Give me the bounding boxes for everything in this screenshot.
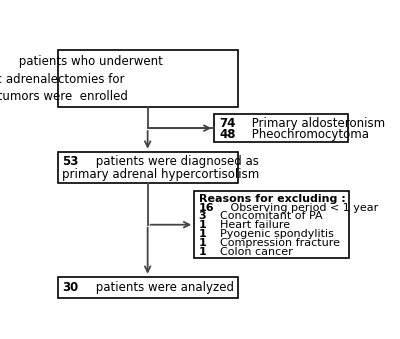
Text: Primary aldosteronism: Primary aldosteronism [248, 117, 386, 129]
Text: patients were diagnosed as: patients were diagnosed as [92, 155, 259, 168]
Bar [214, 115, 348, 142]
Text: 48: 48 [219, 128, 236, 141]
Text: patients who underwent: patients who underwent [15, 55, 163, 68]
Text: 16: 16 [199, 203, 214, 213]
Text: Compression fracture: Compression fracture [213, 238, 340, 248]
Text: Reasons for excluding :: Reasons for excluding : [199, 194, 346, 204]
Text: 1: 1 [199, 246, 206, 257]
Bar [194, 192, 349, 258]
Text: laparoscopic adrenalectomies for: laparoscopic adrenalectomies for [0, 73, 125, 85]
Text: Heart failure: Heart failure [213, 220, 290, 230]
Text: Colon cancer: Colon cancer [213, 246, 292, 257]
Text: primary adrenal hypercortisolism: primary adrenal hypercortisolism [62, 168, 260, 181]
Text: Pyogenic spondylitis: Pyogenic spondylitis [213, 229, 334, 239]
Text: 3: 3 [199, 212, 206, 221]
Text: patients were analyzed: patients were analyzed [92, 281, 234, 294]
Text: 1: 1 [199, 229, 206, 239]
Text: 30: 30 [62, 281, 79, 294]
Text: Concomitant of PA: Concomitant of PA [213, 212, 322, 221]
Bar [58, 152, 238, 183]
Text: 53: 53 [62, 155, 79, 168]
Text: 1: 1 [199, 238, 206, 248]
Text: Pheochromocytoma: Pheochromocytoma [248, 128, 370, 141]
Text: 74: 74 [219, 117, 235, 129]
Bar [58, 277, 238, 298]
Text: 1: 1 [199, 220, 206, 230]
Text: Observing period < 1 year: Observing period < 1 year [226, 203, 378, 213]
Bar [58, 50, 238, 107]
Text: adrenal tumors were  enrolled: adrenal tumors were enrolled [0, 90, 128, 103]
